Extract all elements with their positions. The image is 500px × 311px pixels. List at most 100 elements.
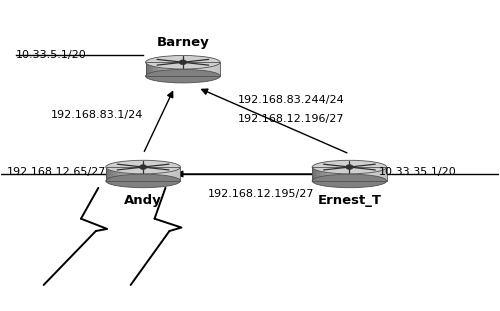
Bar — [193, 62, 196, 76]
Ellipse shape — [146, 69, 220, 83]
Bar — [327, 167, 330, 181]
Bar — [347, 167, 350, 181]
Ellipse shape — [106, 160, 180, 174]
Bar — [158, 62, 160, 76]
Bar — [170, 167, 173, 181]
Bar — [153, 167, 156, 181]
Bar — [150, 167, 153, 181]
Bar — [108, 167, 111, 181]
Text: 192.168.12.196/27: 192.168.12.196/27 — [238, 114, 344, 123]
Bar — [362, 167, 364, 181]
Bar — [114, 167, 116, 181]
Bar — [317, 167, 320, 181]
Bar — [367, 167, 370, 181]
Bar — [352, 167, 354, 181]
Circle shape — [140, 165, 147, 169]
Bar — [203, 62, 205, 76]
Circle shape — [346, 165, 353, 169]
Bar — [314, 167, 317, 181]
Bar — [116, 167, 118, 181]
Bar — [186, 62, 188, 76]
Bar — [150, 62, 153, 76]
Bar — [173, 62, 176, 76]
Bar — [312, 167, 386, 181]
Bar — [190, 62, 193, 76]
Bar — [180, 62, 183, 76]
Bar — [120, 167, 123, 181]
Bar — [334, 167, 337, 181]
Bar — [372, 167, 374, 181]
Bar — [163, 167, 166, 181]
Bar — [330, 167, 332, 181]
Bar — [156, 62, 158, 76]
Bar — [200, 62, 203, 76]
Text: 10.33.35.1/20: 10.33.35.1/20 — [380, 167, 457, 178]
Bar — [208, 62, 210, 76]
Bar — [332, 167, 334, 181]
Bar — [146, 62, 148, 76]
Bar — [210, 62, 212, 76]
Bar — [178, 167, 180, 181]
Bar — [324, 167, 327, 181]
Bar — [126, 167, 128, 181]
Bar — [160, 62, 163, 76]
Bar — [337, 167, 340, 181]
Bar — [168, 167, 170, 181]
Bar — [143, 167, 146, 181]
Bar — [146, 167, 148, 181]
Bar — [133, 167, 136, 181]
Bar — [106, 167, 108, 181]
Bar — [357, 167, 360, 181]
Bar — [198, 62, 200, 76]
Bar — [215, 62, 218, 76]
Bar — [320, 167, 322, 181]
Text: 192.168.12.195/27: 192.168.12.195/27 — [208, 189, 314, 199]
Bar — [360, 167, 362, 181]
Bar — [183, 62, 186, 76]
Text: Andy: Andy — [124, 194, 162, 207]
Bar — [178, 62, 180, 76]
Bar — [136, 167, 138, 181]
Bar — [340, 167, 342, 181]
Bar — [170, 62, 173, 76]
Text: 192.168.83.244/24: 192.168.83.244/24 — [238, 95, 344, 105]
Bar — [176, 62, 178, 76]
Bar — [153, 62, 156, 76]
Bar — [148, 62, 150, 76]
Bar — [377, 167, 380, 181]
Bar — [173, 167, 176, 181]
Bar — [312, 167, 314, 181]
Ellipse shape — [106, 174, 180, 188]
Bar — [382, 167, 384, 181]
Bar — [118, 167, 120, 181]
Bar — [130, 167, 133, 181]
Bar — [380, 167, 382, 181]
Bar — [196, 62, 198, 76]
Bar — [148, 167, 150, 181]
Bar — [364, 167, 367, 181]
Bar — [166, 62, 168, 76]
Bar — [106, 167, 180, 181]
Bar — [158, 167, 160, 181]
Bar — [160, 167, 163, 181]
Bar — [384, 167, 386, 181]
Bar — [370, 167, 372, 181]
Bar — [176, 167, 178, 181]
Bar — [111, 167, 114, 181]
Ellipse shape — [312, 160, 386, 174]
Text: Barney: Barney — [156, 36, 209, 49]
Bar — [344, 167, 347, 181]
Bar — [218, 62, 220, 76]
Bar — [168, 62, 170, 76]
Circle shape — [179, 60, 186, 65]
Bar — [123, 167, 126, 181]
Bar — [140, 167, 143, 181]
Bar — [212, 62, 215, 76]
Text: Ernest_T: Ernest_T — [318, 194, 382, 207]
Bar — [354, 167, 357, 181]
Ellipse shape — [312, 174, 386, 188]
Bar — [374, 167, 377, 181]
Bar — [350, 167, 352, 181]
Bar — [166, 167, 168, 181]
Bar — [128, 167, 130, 181]
